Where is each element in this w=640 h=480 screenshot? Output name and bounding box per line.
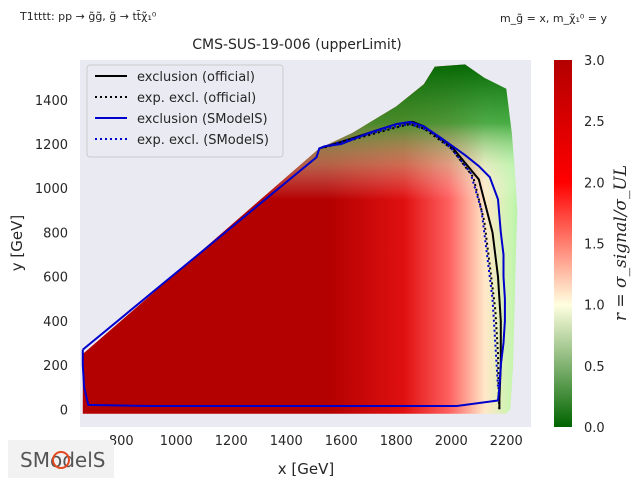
logo-atom-icon [52,451,70,469]
x-tick-label: 1000 [160,434,193,449]
legend-label: exclusion (official) [137,70,255,85]
x-tick-label: 1800 [380,434,413,449]
process-note: T1tttt: pp → g̃g̃, g̃ → tt̄χ̃₁⁰ [19,10,157,23]
y-tick-label: 1200 [35,138,68,153]
x-tick-label: 1400 [270,434,303,449]
y-tick-label: 600 [43,271,68,286]
y-axis-label: y [GeV] [8,215,26,271]
mass-note: m_g̃ = x, m_χ̃₁⁰ = y [500,12,608,25]
legend-label: exp. excl. (official) [137,91,256,106]
smodels-logo: SModelS [8,440,114,478]
y-axis-ticks: 0 200 400 600 800 1000 1200 1400 [35,94,68,419]
colorbar-label: r = σ_signal/σ_UL [611,165,631,321]
colorbar-tick-label: 0.0 [584,421,605,436]
y-tick-label: 800 [43,226,68,241]
y-tick-label: 0 [60,403,68,418]
colorbar-ticks: 0.0 0.5 1.0 1.5 2.0 2.5 3.0 [584,54,605,436]
colorbar [554,60,572,427]
curve-exclusion-smodels [81,120,506,407]
logo-background [8,440,114,478]
colorbar-tick-label: 3.0 [584,54,605,69]
colorbar-tick-label: 1.0 [584,299,605,314]
x-tick-label: 800 [109,434,134,449]
chart-title: CMS-SUS-19-006 (upperLimit) [192,37,402,53]
y-tick-label: 1400 [35,94,68,109]
legend-box [86,64,284,158]
x-axis-ticks: 800 1000 1200 1400 1600 1800 2000 2200 [109,434,523,449]
y-tick-label: 200 [43,359,68,374]
exclusion-curves [81,120,506,412]
legend-label: exclusion (SModelS) [137,112,268,127]
x-tick-label: 1200 [215,434,248,449]
colorbar-tick-label: 2.5 [584,115,605,130]
heatmap-layer [81,64,518,414]
x-axis-label: x [GeV] [278,460,334,478]
y-tick-label: 400 [43,315,68,330]
colorbar-tick-label: 0.5 [584,360,605,375]
x-tick-label: 2200 [490,434,523,449]
heatmap-fill-top [82,64,518,414]
legend: exclusion (official) exp. excl. (official… [86,64,284,158]
x-tick-label: 1600 [325,434,358,449]
colorbar-tick-label: 2.0 [584,176,605,191]
y-tick-label: 1000 [35,182,68,197]
curve-exp-excl-official [324,123,501,412]
colorbar-tick-label: 1.5 [584,238,605,253]
legend-label: exp. excl. (SModelS) [137,133,269,148]
x-tick-label: 2000 [435,434,468,449]
